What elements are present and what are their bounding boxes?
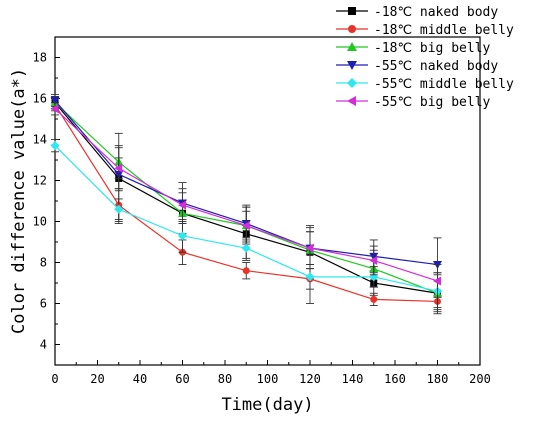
- legend-item: -18℃ big belly: [336, 41, 491, 56]
- data-point: [178, 200, 186, 210]
- x-tick-label: 180: [427, 372, 449, 386]
- data-point: [305, 243, 314, 253]
- data-point: [433, 276, 441, 286]
- legend-label: -55℃ big belly: [374, 95, 491, 110]
- data-point: [241, 243, 251, 253]
- data-point: [178, 231, 187, 241]
- legend-marker: [347, 61, 357, 70]
- legend-item: -18℃ middle belly: [336, 23, 514, 38]
- x-tick-label: 140: [342, 372, 364, 386]
- y-tick-label: 14: [33, 133, 47, 147]
- data-point: [241, 221, 250, 231]
- data-point: [370, 295, 378, 303]
- data-point: [50, 141, 60, 151]
- legend-label: -18℃ big belly: [374, 41, 491, 56]
- legend-item: -55℃ middle belly: [336, 77, 514, 92]
- y-tick-label: 12: [33, 174, 47, 188]
- legend: -18℃ naked body -18℃ middle belly -18℃ big…: [336, 5, 514, 110]
- series-2: [51, 98, 442, 309]
- x-tick-label: 100: [257, 372, 279, 386]
- data-point: [369, 255, 378, 265]
- y-tick-label: 16: [33, 92, 47, 106]
- legend-marker: [348, 7, 356, 15]
- y-axis-title: Color difference value(a*): [9, 68, 29, 334]
- x-tick-label: 200: [469, 372, 491, 386]
- legend-marker: [347, 96, 356, 106]
- series-layer: [50, 93, 442, 315]
- x-tick-label: 160: [384, 372, 406, 386]
- legend-label: -55℃ naked body: [374, 59, 498, 74]
- y-tick-label: 6: [40, 297, 47, 311]
- data-point: [114, 163, 123, 173]
- legend-marker: [347, 42, 357, 51]
- data-point: [114, 204, 124, 214]
- y-tick-label: 8: [40, 256, 47, 270]
- x-tick-label: 20: [90, 372, 104, 386]
- data-point: [242, 267, 250, 275]
- data-point: [50, 104, 59, 114]
- x-tick-label: 80: [218, 372, 232, 386]
- series-6: [50, 102, 442, 298]
- x-tick-label: 40: [133, 372, 147, 386]
- y-tick-label: 4: [40, 338, 47, 352]
- y-tick-label: 10: [33, 215, 47, 229]
- data-point: [305, 272, 315, 282]
- legend-label: -18℃ middle belly: [374, 23, 514, 38]
- series-5: [50, 139, 442, 311]
- x-tick-label: 0: [51, 372, 58, 386]
- x-tick-label: 60: [175, 372, 189, 386]
- y-tick-label: 18: [33, 51, 47, 65]
- x-tick-label: 120: [299, 372, 321, 386]
- x-axis-title: Time(day): [221, 395, 313, 415]
- legend-label: -55℃ middle belly: [374, 77, 514, 92]
- data-point: [50, 97, 60, 106]
- axes: 0 20 40 60 80 100 120 140 160 180 200 4 6 8 10 12 14 16 18: [33, 36, 491, 386]
- legend-item: -55℃ naked body: [336, 59, 498, 74]
- legend-item: -55℃ big belly: [336, 95, 491, 110]
- legend-label: -18℃ naked body: [374, 5, 498, 20]
- series-4: [50, 93, 442, 292]
- legend-marker: [348, 25, 356, 33]
- legend-item: -18℃ naked body: [336, 5, 498, 20]
- legend-marker: [347, 78, 357, 88]
